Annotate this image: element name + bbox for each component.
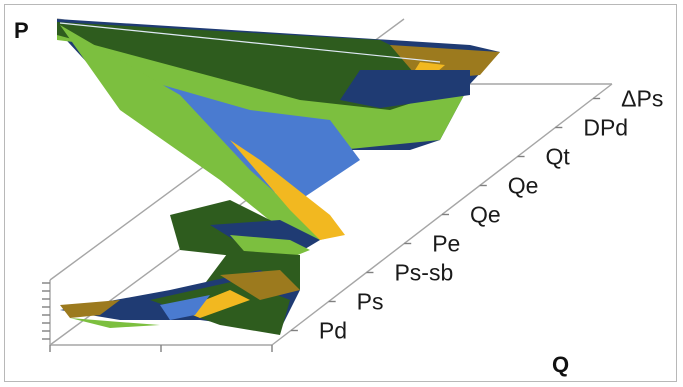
surface-band-8 bbox=[340, 70, 470, 108]
y-axis-title: P bbox=[14, 18, 29, 43]
surface-band-4 bbox=[60, 25, 340, 245]
x-axis-title: Q bbox=[552, 352, 570, 377]
vertical-axis-ticks bbox=[42, 282, 50, 340]
surface-bands bbox=[57, 19, 500, 335]
depth-label-8: ΔPs bbox=[621, 86, 663, 112]
depth-label-0: Pd bbox=[319, 318, 347, 344]
depth-label-1: Ps bbox=[357, 289, 384, 315]
depth-label-6: Qt bbox=[546, 144, 571, 170]
depth-label-5: Qe bbox=[508, 173, 539, 199]
depth-label-4: Qe bbox=[470, 202, 501, 228]
depth-axis-ticks bbox=[290, 97, 601, 332]
surface-band-19 bbox=[160, 295, 210, 320]
depth-label-7: DPd bbox=[583, 115, 628, 141]
chart-frame bbox=[4, 4, 677, 382]
surface-band-14 bbox=[60, 300, 120, 318]
surface-band-5 bbox=[230, 140, 345, 240]
depth-label-3: Pe bbox=[432, 231, 460, 257]
surface-highlight-line bbox=[59, 22, 441, 63]
surface-band-18 bbox=[70, 318, 160, 328]
surface-band-16 bbox=[220, 270, 300, 300]
depth-axis-labels: Pd Ps Ps-sb Pe Qe Qe Qt DPd ΔPs bbox=[319, 86, 663, 344]
horizontal-axis-ticks bbox=[49, 345, 273, 352]
depth-label-2: Ps-sb bbox=[394, 260, 453, 286]
